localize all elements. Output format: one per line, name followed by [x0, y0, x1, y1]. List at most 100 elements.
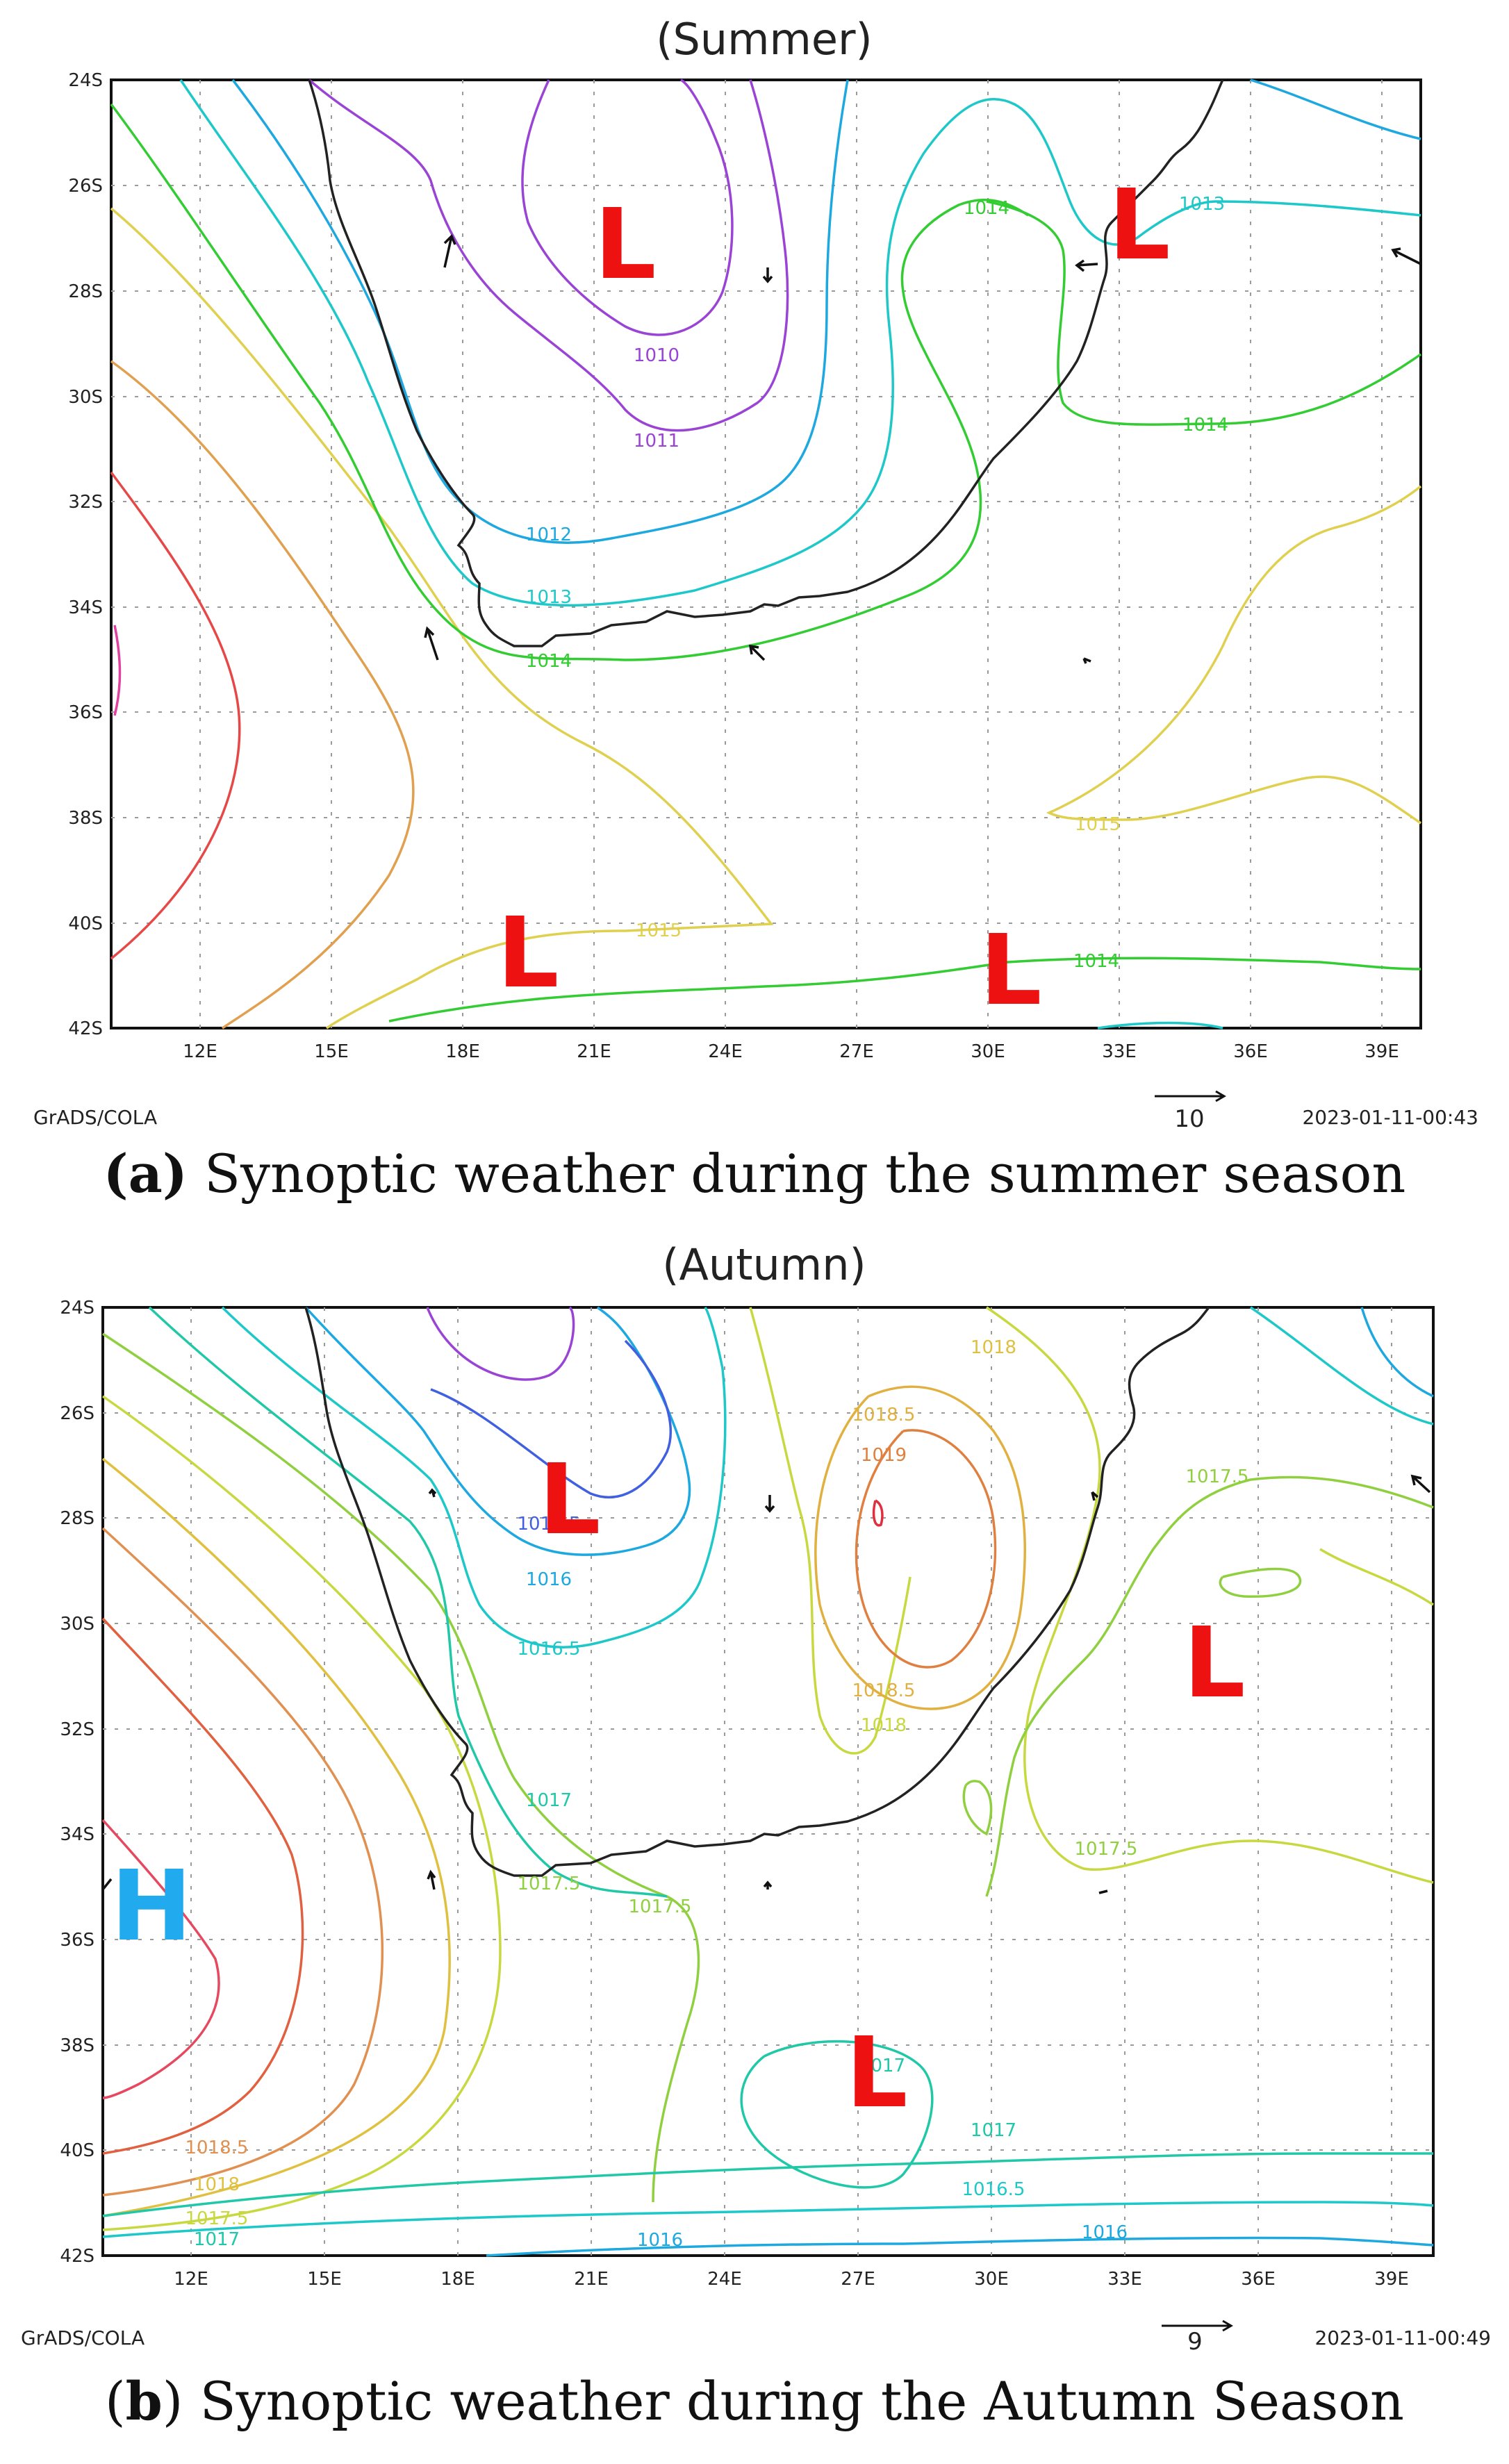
figure-caption: (a) Synoptic weather during the summer s… — [0, 1143, 1509, 1205]
lat-label: 34S — [60, 1824, 94, 1845]
lon-label: 15E — [307, 2269, 342, 2290]
lon-label: 33E — [1102, 1041, 1137, 1062]
low-pressure-marker: L — [1108, 169, 1170, 282]
isobar-1013 — [179, 79, 1421, 607]
lat-label: 24S — [68, 70, 103, 91]
contour-label: 1017.5 — [629, 1896, 692, 1917]
map-frame — [101, 1306, 1435, 2257]
isobar-1014-south — [388, 957, 1421, 1023]
isobar-1020 — [101, 1819, 220, 2099]
lon-label: 36E — [1241, 2269, 1276, 2290]
contour-label: 1017 — [194, 2229, 240, 2250]
contour-label: 1015.5 — [518, 1514, 581, 1535]
isobar-1016-5 — [221, 1306, 727, 1648]
lon-label: 39E — [1364, 1041, 1399, 1062]
autumn-map: (Autumn) 24S 26S 28S 30S 32S 34S 36S 38S… — [21, 1239, 1491, 2356]
contour-label: 1010 — [634, 345, 679, 366]
isobar-1018-ne — [1319, 1548, 1434, 1606]
isobar-1019 — [855, 1429, 997, 1669]
contour-label: 1014 — [1073, 951, 1119, 972]
isobar-1017 — [148, 1306, 668, 1898]
contour-label: 1017 — [526, 1790, 572, 1811]
lon-label: 27E — [839, 1041, 874, 1062]
pressure-systems: L L L L — [497, 169, 1170, 1027]
map-frame — [110, 78, 1422, 1030]
lon-label: 36E — [1233, 1041, 1268, 1062]
low-pressure-marker: L — [497, 897, 559, 1010]
contour-label: 1013 — [526, 587, 572, 608]
high-pressure-marker: H — [110, 1850, 192, 1963]
contour-label: 1018.5 — [852, 1405, 916, 1425]
caption-letter: (a) — [103, 1143, 188, 1205]
summer-panel: (Summer) 24S 26S 28S 30S 32S 34S 36S 38S… — [0, 0, 1509, 1223]
isobar-1012-ne — [1250, 78, 1421, 140]
caption-text: Synoptic weather during the summer seaso… — [187, 1143, 1406, 1205]
lon-label: 12E — [183, 1041, 217, 1062]
isobar-1016-south — [486, 2236, 1434, 2257]
lat-label: 36S — [60, 1930, 94, 1951]
isobar-1012 — [231, 78, 849, 544]
isobar-1017-south — [102, 2152, 1433, 2217]
isobar-1015-outer — [110, 360, 415, 1030]
low-pressure-marker: L — [846, 2017, 907, 2130]
isobar-1018-east — [986, 1306, 1434, 1884]
lat-label: 30S — [68, 387, 103, 408]
isobar-1018-5-west — [101, 1527, 384, 2197]
coastline — [304, 1306, 1210, 1877]
vector-scale: 10 — [1155, 1090, 1226, 1133]
contour-label: 1016.5 — [518, 1639, 581, 1660]
isobar-1018-west — [101, 1457, 451, 2217]
caption-letter: b — [125, 2370, 163, 2432]
contour-label: 1016.5 — [962, 2179, 1025, 2200]
lon-label: 27E — [841, 2269, 875, 2290]
lon-label: 39E — [1374, 2269, 1409, 2290]
lon-label: 21E — [574, 2269, 609, 2290]
lat-label: 30S — [60, 1614, 94, 1635]
isobar-1015-5-b — [430, 1339, 672, 1498]
low-pressure-marker: L — [980, 914, 1041, 1027]
contour-label: 1016 — [637, 2230, 683, 2251]
caption-open: ( — [105, 2370, 126, 2432]
summer-map: (Summer) 24S 26S 28S 30S 32S 34S 36S 38S… — [33, 14, 1478, 1133]
lat-label: 26S — [60, 1403, 94, 1424]
isobar-1018-center — [749, 1307, 912, 1755]
isobar-1011 — [308, 78, 789, 432]
contour-label: 1017.5 — [185, 2208, 249, 2229]
contour-label: 1018.5 — [185, 2138, 249, 2158]
lat-label: 42S — [68, 1018, 103, 1039]
lon-label: 33E — [1107, 2269, 1142, 2290]
isobar-1010 — [521, 78, 734, 336]
contour-label: 1018 — [194, 2174, 240, 2195]
low-pressure-marker: L — [538, 1444, 600, 1557]
isobar-1017-5-loop — [1219, 1567, 1302, 1598]
lon-label: 12E — [174, 2269, 208, 2290]
isobar-1015-5 — [426, 1306, 575, 1381]
wind-vectors — [101, 1474, 1431, 1894]
low-pressure-marker: L — [1183, 1607, 1245, 1720]
contour-label: 1013 — [1179, 194, 1225, 215]
lat-label: 28S — [60, 1508, 94, 1529]
isobar-1014-east — [986, 200, 1422, 426]
lat-label: 42S — [60, 2246, 94, 2267]
timestamp: 2023-01-11-00:49 — [1314, 2326, 1491, 2349]
contour-label: 1017.5 — [518, 1874, 581, 1894]
contour-label: 1011 — [634, 431, 679, 452]
lon-label: 30E — [971, 1041, 1005, 1062]
contour-label: 1015 — [1075, 814, 1121, 835]
vector-scale-label: 10 — [1174, 1105, 1204, 1133]
isobar-1014 — [110, 103, 1029, 661]
isobar-1019-5 — [872, 1499, 884, 1527]
lat-label: 24S — [60, 1298, 94, 1318]
vector-scale-label: 9 — [1187, 2328, 1203, 2356]
lon-label: 21E — [577, 1041, 611, 1062]
panel-title: (Summer) — [656, 14, 872, 65]
contour-label: 1019 — [861, 1445, 907, 1466]
contour-label: 1017.5 — [1075, 1839, 1138, 1860]
lat-label: 40S — [60, 2140, 94, 2161]
figure-caption: (b) Synoptic weather during the Autumn S… — [0, 2370, 1509, 2432]
contour-label: 1014 — [526, 651, 572, 672]
isobar-1015 — [110, 207, 774, 1030]
lon-label: 24E — [707, 2269, 742, 2290]
lat-label: 32S — [68, 492, 103, 513]
isobar-1017-5-east — [985, 1475, 1434, 1897]
